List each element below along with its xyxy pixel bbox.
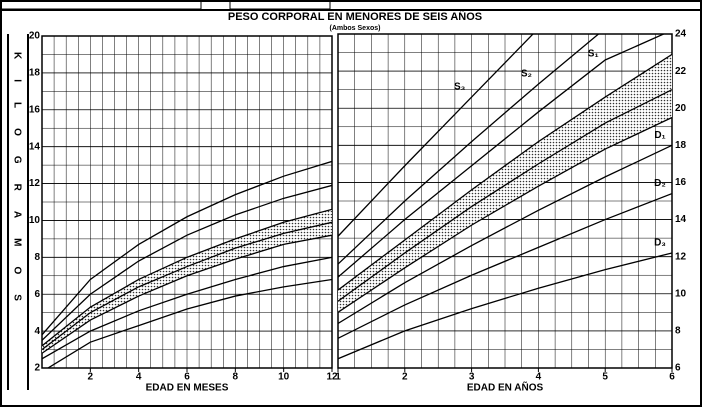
y-tick-label: 16: [29, 104, 41, 115]
x-axis-label: EDAD EN MESES: [146, 383, 229, 394]
y2-tick-label: 20: [675, 103, 687, 114]
x-tick-label: 8: [233, 372, 239, 383]
y-axis-label: KILOGRAMOS: [11, 52, 22, 321]
band-line: [42, 221, 332, 351]
series-line: [338, 34, 534, 237]
y2-tick-label: 22: [675, 66, 687, 77]
series-label: S₁: [588, 49, 599, 60]
series-line: [338, 34, 666, 278]
subtitle: (Ambos Sexos): [330, 25, 381, 32]
title: PESO CORPORAL EN MENORES DE SEIS AÑOS: [228, 10, 482, 23]
series-line: [338, 34, 600, 265]
y-tick-label: 10: [29, 215, 41, 226]
series-line: [338, 252, 672, 360]
x-axis-label: EDAD EN AÑOS: [467, 381, 544, 394]
y2-tick-label: 24: [675, 29, 687, 40]
y-tick-label: 12: [29, 178, 41, 189]
x-tick-label: 4: [536, 372, 542, 383]
y-tick-label: 18: [29, 68, 41, 79]
x-tick-label: 2: [402, 372, 408, 383]
band-line: [42, 208, 332, 347]
x-tick-label: 4: [136, 372, 142, 383]
y2-tick-label: 6: [675, 363, 681, 374]
x-tick-label: 3: [469, 372, 475, 383]
series-line: [338, 192, 672, 339]
band-line: [42, 234, 332, 354]
series-line: [338, 144, 672, 325]
y2-tick-label: 8: [675, 326, 681, 337]
series-label: D₁: [654, 130, 665, 141]
series-label: S₃: [454, 82, 466, 93]
band: [42, 209, 332, 354]
y-tick-label: 6: [34, 289, 40, 300]
y-tick-label: 8: [34, 252, 40, 263]
lines: [338, 34, 672, 360]
band-line: [338, 53, 672, 291]
x-tick-label: 12: [326, 372, 338, 383]
y2-tick-label: 14: [675, 214, 687, 225]
y2-tick-label: 10: [675, 288, 687, 299]
x-tick-label: 10: [278, 372, 290, 383]
y-tick-label: 14: [29, 141, 41, 152]
band-line: [338, 89, 672, 302]
series-label: S₂: [521, 69, 532, 80]
y2-tick-label: 18: [675, 140, 687, 151]
x-tick-label: 6: [669, 372, 675, 383]
x-tick-label: 5: [602, 372, 608, 383]
header-box: [229, 0, 331, 10]
series-label: D₂: [654, 178, 666, 189]
y2-tick-label: 16: [675, 177, 687, 188]
y2-tick-label: 12: [675, 251, 687, 262]
band-line: [338, 116, 672, 313]
band: [338, 54, 672, 313]
header-box: [0, 0, 202, 10]
y-tick-label: 4: [34, 326, 40, 337]
series-label: D₃: [654, 238, 666, 249]
series-line: [46, 278, 332, 368]
lines: [42, 160, 332, 368]
x-tick-label: 1: [335, 372, 341, 383]
y-tick-label: 2: [34, 363, 40, 374]
series-line: [42, 184, 332, 341]
x-tick-label: 6: [184, 372, 190, 383]
series-line: [42, 256, 332, 360]
x-tick-label: 2: [88, 372, 94, 383]
y-tick-label: 20: [29, 31, 41, 42]
series-line: [42, 160, 332, 336]
